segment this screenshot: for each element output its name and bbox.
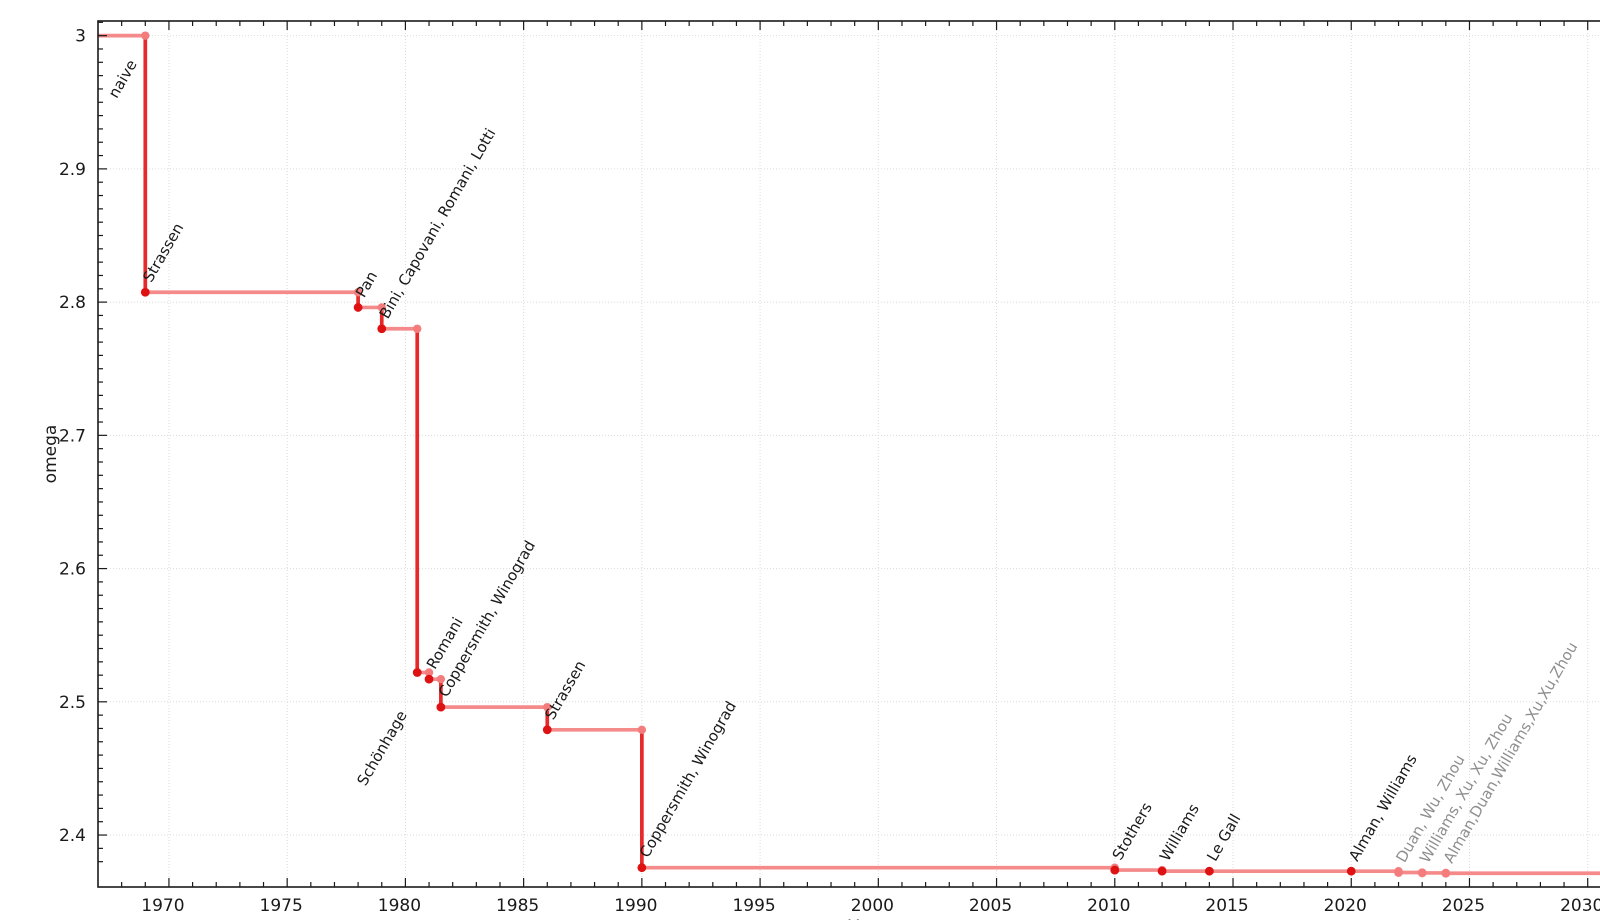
x-tick-label: 1990: [614, 896, 657, 916]
data-point: [412, 668, 422, 677]
data-point: [353, 303, 363, 312]
data-point: [377, 324, 387, 334]
x-tick-label: 2000: [851, 896, 894, 916]
x-tick-label: 2010: [1087, 896, 1130, 916]
corner-point: [141, 31, 150, 40]
corner-point: [413, 324, 422, 333]
corner-point: [377, 303, 386, 312]
data-point: [1204, 866, 1214, 876]
data-point: [1417, 868, 1427, 878]
y-tick-label: 2.8: [59, 293, 86, 313]
x-tick-label: 2020: [1324, 896, 1367, 916]
data-point: [637, 863, 647, 873]
data-point: [1394, 868, 1403, 877]
grid-layer: [98, 21, 1600, 887]
y-tick-label: 2.5: [59, 693, 86, 713]
x-tick-label: 1980: [378, 896, 421, 916]
points-layer: [140, 31, 1451, 878]
data-point: [1157, 866, 1167, 876]
y-tick-label: 2.7: [59, 426, 86, 446]
data-point: [1441, 868, 1451, 878]
corner-point: [543, 702, 552, 712]
x-axis-title: Year: [848, 917, 885, 920]
x-tick-label: 1970: [141, 896, 184, 916]
chart-background: [40, 16, 1600, 920]
data-point: [424, 674, 434, 684]
corner-point: [637, 725, 647, 734]
data-point: [140, 287, 150, 297]
x-tick-label: 2030: [1560, 896, 1600, 916]
x-tick-label: 2025: [1442, 896, 1485, 916]
data-point: [1346, 866, 1356, 876]
x-tick-label: 1985: [496, 896, 539, 916]
y-tick-label: 3: [75, 27, 86, 47]
corner-point: [436, 674, 446, 684]
data-point: [1110, 865, 1120, 875]
data-point: [542, 725, 552, 735]
data-point: [436, 702, 446, 712]
plot-frame: [97, 20, 1600, 888]
y-tick-label: 2.9: [59, 160, 86, 180]
y-axis-title: omega: [41, 425, 61, 484]
corner-point: [424, 668, 434, 677]
y-tick-label: 2.6: [59, 560, 86, 580]
x-tick-label: 2005: [969, 896, 1012, 916]
x-tick-label: 1975: [260, 896, 303, 916]
corner-point: [353, 288, 363, 297]
x-tick-label: 2015: [1205, 896, 1248, 916]
omega-history-chart: naive Strassen Pan Bini, Capovani, Romani, …: [40, 16, 1600, 920]
y-tick-label: 2.4: [59, 826, 86, 846]
tick-labels-layer: 1970 1975 1980 1985 1990 1995 2000 2005 2010 2015…: [59, 27, 1600, 916]
ticks-layer: [98, 21, 1589, 887]
x-tick-label: 1995: [732, 896, 775, 916]
